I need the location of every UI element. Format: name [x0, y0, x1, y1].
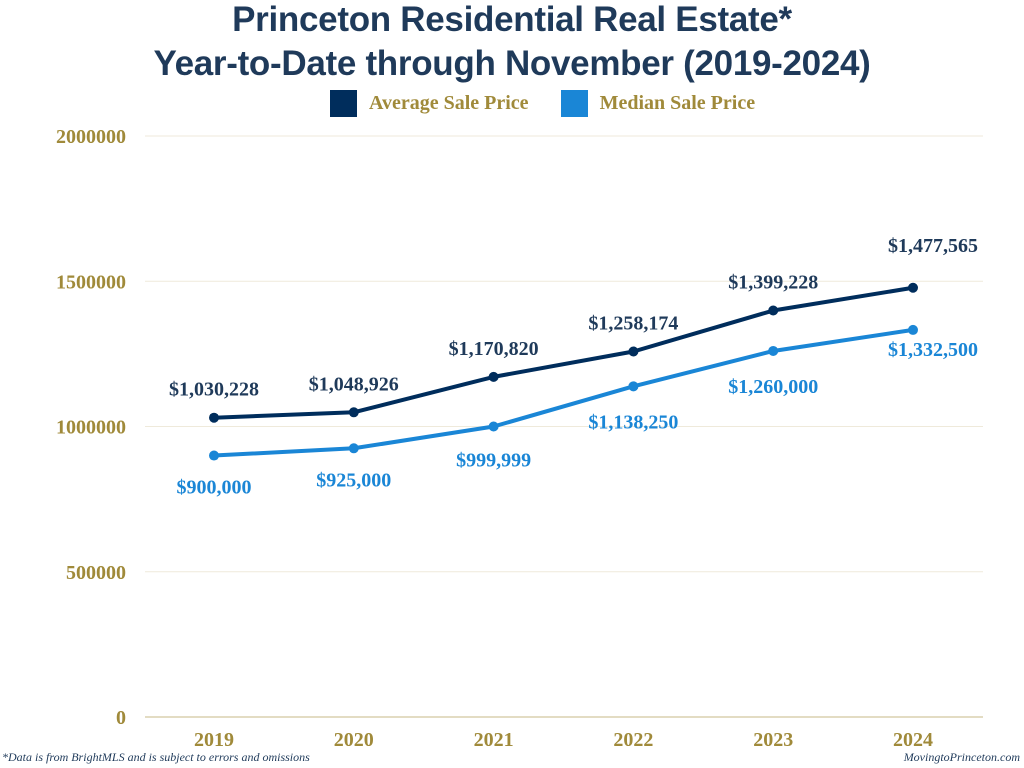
median-data-label: $999,999 — [456, 450, 531, 472]
y-tick-label: 1000000 — [56, 417, 126, 439]
gridlines — [145, 135, 983, 718]
legend-swatch-average — [330, 89, 357, 117]
footnote-source: *Data is from BrightMLS and is subject t… — [2, 750, 310, 764]
median-data-label: $900,000 — [177, 477, 252, 499]
legend-item-average: Average Sale Price — [330, 89, 529, 117]
median-data-point — [209, 450, 219, 461]
median-data-point — [348, 443, 359, 454]
median-data-point — [768, 345, 779, 356]
x-axis-ticks: 2019 2020 2021 2022 2023 2024 — [194, 729, 933, 751]
average-data-point — [209, 412, 219, 423]
median-data-point — [628, 381, 639, 392]
y-axis-ticks: 0 500000 1000000 1500000 2000000 — [56, 126, 126, 729]
chart-title: Princeton Residential Real Estate* — [232, 0, 792, 39]
average-data-label: $1,258,174 — [588, 313, 678, 335]
x-tick-label: 2020 — [334, 729, 374, 751]
data-labels: $1,030,228 $1,048,926 $1,170,820 $1,258,174… — [169, 235, 978, 499]
median-sale-price-line — [212, 327, 915, 458]
x-tick-label: 2024 — [893, 729, 933, 751]
x-tick-label: 2023 — [753, 729, 793, 751]
y-tick-label: 500000 — [66, 562, 126, 584]
average-sale-price-line — [212, 285, 915, 420]
chart-subtitle: Year-to-Date through November (2019-2024… — [153, 44, 871, 83]
median-data-label: $1,332,500 — [888, 339, 978, 361]
average-data-point — [768, 305, 779, 316]
average-data-point — [908, 282, 918, 293]
x-tick-label: 2019 — [194, 729, 234, 751]
legend-swatch-median — [560, 89, 588, 117]
average-data-point — [628, 346, 639, 357]
average-data-label: $1,048,926 — [309, 373, 399, 395]
footnote-website: MovingtoPrinceton.com — [903, 750, 1020, 764]
average-data-label: $1,170,820 — [449, 338, 539, 360]
average-data-label: $1,030,228 — [169, 379, 259, 401]
median-data-label: $1,138,250 — [588, 411, 678, 433]
average-data-label: $1,399,228 — [728, 272, 818, 294]
average-data-point — [348, 407, 359, 418]
legend-label-median: Median Sale Price — [599, 91, 756, 114]
y-tick-label: 2000000 — [56, 126, 126, 148]
series-group — [209, 282, 918, 461]
x-tick-label: 2022 — [613, 729, 653, 751]
median-data-point — [908, 324, 918, 335]
legend-item-median: Median Sale Price — [560, 89, 756, 117]
y-tick-label: 0 — [116, 707, 126, 729]
legend-label-average: Average Sale Price — [369, 91, 529, 114]
average-data-point — [488, 371, 499, 382]
x-tick-label: 2021 — [474, 729, 514, 751]
legend: Average Sale Price Median Sale Price — [330, 88, 787, 118]
median-data-point — [488, 421, 499, 432]
median-data-label: $925,000 — [316, 469, 391, 491]
average-data-label: $1,477,565 — [888, 235, 978, 257]
y-tick-label: 1500000 — [56, 271, 126, 293]
median-data-label: $1,260,000 — [728, 376, 818, 398]
